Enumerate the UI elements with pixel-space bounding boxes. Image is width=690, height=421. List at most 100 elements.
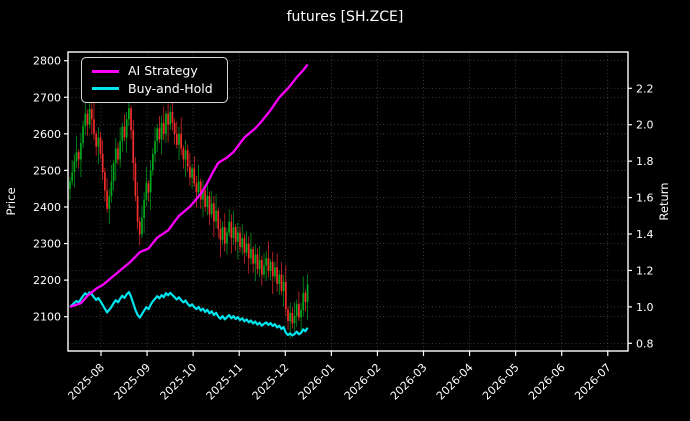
candle: [84, 99, 87, 135]
candle: [280, 262, 283, 295]
candle: [234, 224, 237, 251]
candle: [169, 106, 172, 130]
candle: [130, 105, 132, 140]
plot-border: [67, 51, 629, 352]
x-tick-label: 2026-05: [480, 361, 522, 403]
candle: [180, 117, 183, 156]
candle: [112, 160, 115, 191]
candle: [210, 190, 213, 218]
candle: [165, 110, 167, 143]
candle: [90, 101, 93, 135]
candle: [230, 214, 233, 254]
candle: [250, 232, 252, 265]
x-tick-label: 2026-07: [572, 361, 614, 403]
candle: [239, 226, 241, 253]
ai-strategy-line: [69, 63, 309, 308]
candle: [175, 121, 178, 149]
candle: [306, 274, 309, 320]
candle: [186, 144, 189, 172]
x-tick-label: 2025-12: [250, 361, 292, 403]
candle: [193, 156, 196, 187]
candle: [271, 251, 274, 295]
candle: [138, 217, 141, 246]
x-tick-label: 2026-04: [434, 361, 476, 403]
candle: [108, 188, 111, 225]
candle: [217, 207, 220, 239]
candle: [99, 131, 102, 160]
candle: [173, 118, 176, 145]
price-tick-label: 2600: [33, 128, 61, 141]
candle: [151, 148, 154, 176]
candle: [73, 153, 76, 188]
candle: [241, 224, 244, 256]
candle: [276, 253, 278, 292]
candle: [213, 196, 215, 237]
return-tick-label: 2.0: [636, 119, 654, 132]
candle: [206, 182, 209, 216]
candle: [269, 258, 272, 281]
candle: [221, 221, 224, 246]
candle: [254, 244, 257, 282]
buy-and-hold-line: [69, 291, 309, 337]
candle: [202, 180, 204, 218]
candle: [154, 127, 156, 162]
candle: [284, 265, 287, 316]
price-tick-label: 2200: [33, 274, 61, 287]
legend-item-buy-and-hold: Buy-and-Hold: [82, 80, 227, 96]
candle: [287, 306, 289, 331]
candle: [136, 182, 139, 230]
price-tick-label: 2700: [33, 91, 61, 104]
price-tick-label: 2500: [33, 164, 61, 177]
price-tick-label: 2400: [33, 201, 61, 214]
candle: [156, 123, 159, 153]
return-tick-label: 1.4: [636, 228, 654, 241]
candle: [106, 178, 108, 213]
price-tick-label: 2300: [33, 238, 61, 251]
return-tick-label: 1.6: [636, 192, 654, 205]
candle: [295, 299, 298, 327]
candle: [158, 115, 161, 143]
x-tick-label: 2025-08: [65, 361, 107, 403]
candle: [282, 274, 285, 307]
candle: [226, 228, 228, 255]
candle: [208, 191, 211, 226]
candle: [256, 248, 259, 275]
candle: [252, 246, 254, 273]
buy-and-hold-legend-line: [92, 87, 119, 91]
candle: [195, 175, 198, 208]
candle: [267, 241, 270, 278]
candle: [114, 138, 117, 181]
candle: [123, 114, 126, 142]
candle: [101, 140, 104, 181]
buy-and-hold-legend-label: Buy-and-Hold: [128, 80, 213, 96]
x-tick-label: 2026-06: [526, 361, 568, 403]
candle: [75, 135, 78, 168]
candle: [219, 218, 222, 258]
ai-strategy-legend-label: AI Strategy: [128, 63, 198, 78]
candle: [149, 160, 152, 210]
x-tick-label: 2025-09: [111, 361, 153, 403]
candle: [71, 159, 74, 186]
candle: [167, 103, 169, 143]
candle: [162, 106, 165, 141]
return-tick-label: 2.2: [636, 82, 654, 95]
price-tick-label: 2800: [33, 55, 61, 68]
candle: [291, 307, 294, 329]
candle: [204, 184, 207, 213]
candle: [215, 194, 217, 229]
candle: [119, 127, 121, 168]
return-tick-label: 1.8: [636, 155, 654, 168]
candle: [171, 98, 174, 131]
candle: [97, 127, 100, 165]
candle: [110, 164, 113, 203]
candle: [247, 236, 250, 274]
candle: [302, 276, 305, 317]
candle: [191, 164, 193, 189]
candle: [95, 130, 98, 156]
candle: [237, 222, 239, 260]
candle: [82, 120, 84, 149]
candle: [93, 102, 95, 141]
candle: [134, 157, 137, 202]
candle: [121, 122, 124, 153]
tick-marks: [64, 60, 632, 356]
